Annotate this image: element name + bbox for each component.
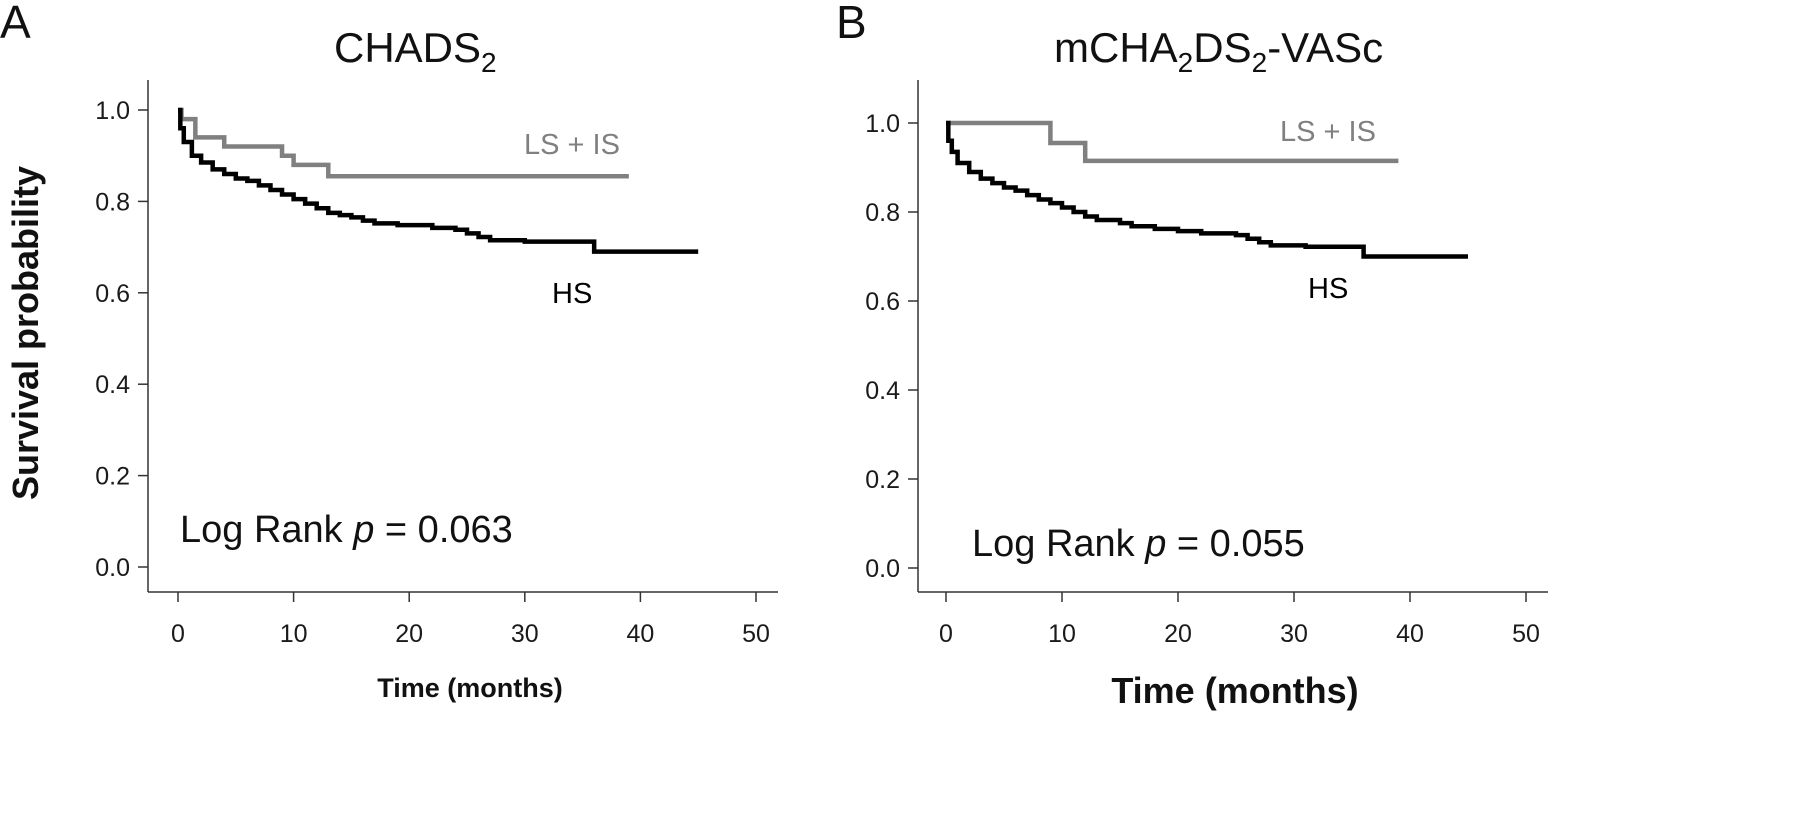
series-hs-line — [946, 120, 1468, 259]
series-hs-label: HS — [552, 278, 592, 310]
panel-a-title-main: CHADS — [334, 24, 481, 71]
y-tick-label: 0.2 — [865, 466, 900, 494]
y-tick-label: 1.0 — [865, 110, 900, 138]
y-tick-label: 0.6 — [865, 288, 900, 316]
y-tick-label: 0.8 — [95, 188, 130, 216]
y-tick-label: 0.4 — [865, 377, 900, 405]
series-hs-line — [178, 107, 699, 254]
series-ls-is-line — [946, 120, 1399, 164]
panel-a-log-rank-p: p — [352, 509, 374, 551]
panel-a-title-sub: 2 — [481, 47, 497, 78]
panel-a-plot: 0.0 0.2 0.4 0.6 0.8 1.0 0 10 20 30 40 50 LS + IS HS — [95, 80, 778, 648]
panel-b-x-axis-label: Time (months) — [1111, 670, 1358, 711]
panel-b-title-sub2: 2 — [1252, 47, 1268, 78]
x-tick-label: 10 — [1048, 620, 1076, 648]
panel-b-log-rank-value: = 0.055 — [1166, 523, 1304, 565]
x-tick-label: 20 — [395, 620, 423, 648]
panel-a-log-rank-prefix: Log Rank — [180, 509, 353, 551]
series-hs-label: HS — [1308, 273, 1348, 305]
y-tick-label: 0.8 — [865, 199, 900, 227]
y-tick-label: 0.0 — [865, 555, 900, 583]
x-tick-label: 10 — [280, 620, 308, 648]
x-tick-label: 30 — [511, 620, 539, 648]
panel-b-log-rank: Log Rank p = 0.055 — [972, 523, 1305, 565]
panel-b-log-rank-p: p — [1144, 523, 1166, 565]
series-ls-is-label: LS + IS — [524, 129, 620, 161]
y-axis-label: Survival probability — [5, 166, 46, 500]
panel-b-title: mCHA2DS2-VASc — [1054, 24, 1383, 78]
y-tick-label: 0.0 — [95, 554, 130, 582]
panel-b-title-part1: mCHA — [1054, 24, 1178, 71]
x-tick-label: 30 — [1280, 620, 1308, 648]
panel-a-log-rank-value: = 0.063 — [374, 509, 512, 551]
panel-a-log-rank: Log Rank p = 0.063 — [180, 509, 513, 551]
series-ls-is-label: LS + IS — [1280, 116, 1376, 148]
panel-b-title-part3: -VASc — [1267, 24, 1383, 71]
x-tick-label: 50 — [1512, 620, 1540, 648]
panel-a-x-axis-label: Time (months) — [377, 673, 563, 703]
panel-a-title: CHADS2 — [334, 24, 497, 78]
panel-b-title-sub1: 2 — [1178, 47, 1194, 78]
panel-b-plot: 0.0 0.2 0.4 0.6 0.8 1.0 0 10 20 30 40 50 LS + IS HS — [865, 80, 1548, 648]
panel-b-log-rank-prefix: Log Rank — [972, 523, 1145, 565]
y-tick-label: 0.6 — [95, 280, 130, 308]
y-tick-label: 0.2 — [95, 463, 130, 491]
x-tick-label: 20 — [1164, 620, 1192, 648]
x-tick-label: 40 — [1396, 620, 1424, 648]
x-tick-label: 40 — [626, 620, 654, 648]
series-ls-is-line — [178, 107, 629, 179]
panel-b-title-part2: DS — [1193, 24, 1251, 71]
panel-b-letter: B — [836, 0, 867, 48]
x-tick-label: 0 — [939, 620, 953, 648]
panel-a-letter: A — [0, 0, 31, 48]
y-tick-label: 1.0 — [95, 97, 130, 125]
x-tick-label: 0 — [171, 620, 185, 648]
y-tick-label: 0.4 — [95, 371, 130, 399]
x-tick-label: 50 — [742, 620, 770, 648]
